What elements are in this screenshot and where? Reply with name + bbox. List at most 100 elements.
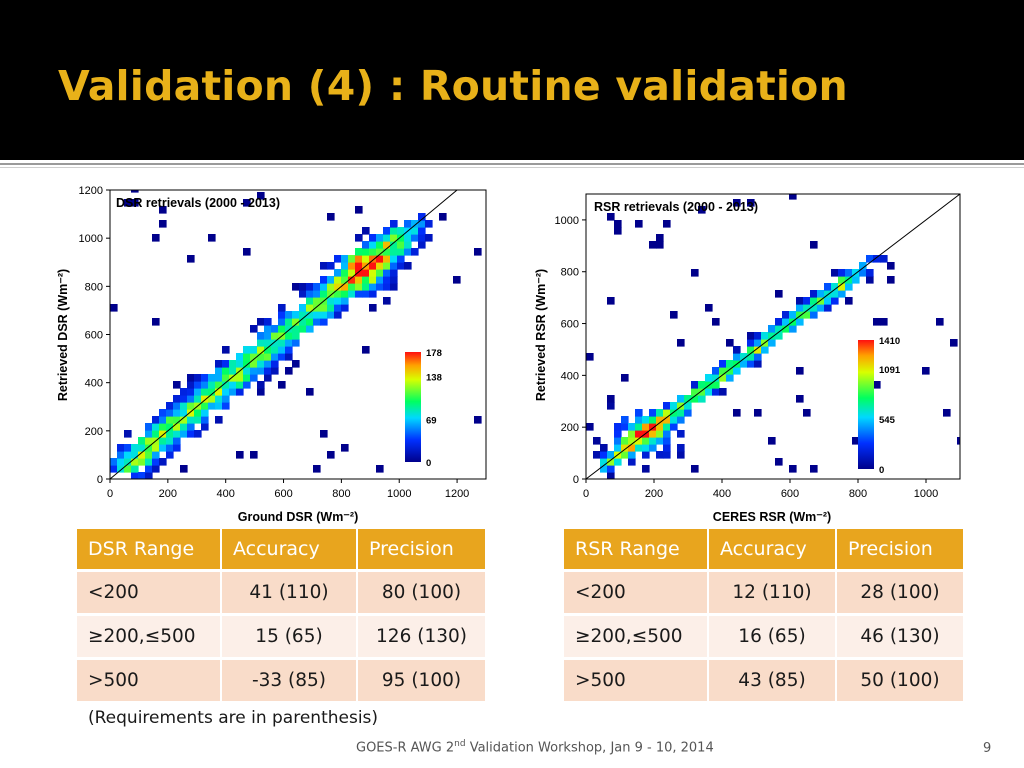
density-cell <box>796 318 804 326</box>
density-cell <box>677 444 685 452</box>
density-cell <box>691 381 699 389</box>
density-cell <box>698 395 706 403</box>
density-cell <box>313 304 321 312</box>
density-cell <box>320 262 328 270</box>
density-cell <box>656 241 664 249</box>
density-cell <box>733 367 741 375</box>
density-cell <box>299 304 307 312</box>
density-cell <box>299 311 307 319</box>
density-cell <box>138 444 146 452</box>
density-cell <box>159 458 167 466</box>
rsr-x-axis-title: CERES RSR (Wm⁻²) <box>713 510 831 524</box>
table-header: Precision <box>358 529 487 572</box>
density-cell <box>943 409 951 417</box>
density-cell <box>607 395 615 403</box>
density-cell <box>271 346 279 354</box>
density-cell <box>726 367 734 375</box>
density-cell <box>320 430 328 438</box>
density-cell <box>194 416 202 424</box>
density-cell <box>341 444 349 452</box>
density-cell <box>369 304 377 312</box>
density-cell <box>215 395 223 403</box>
density-cell <box>740 360 748 368</box>
density-cell <box>159 444 167 452</box>
density-cell <box>201 402 209 410</box>
density-cell <box>285 325 293 333</box>
density-cell <box>285 367 293 375</box>
x-tick-label: 400 <box>713 488 731 500</box>
density-cell <box>628 444 636 452</box>
x-tick-label: 200 <box>645 488 663 500</box>
density-cell <box>404 234 412 242</box>
density-cell <box>152 416 160 424</box>
density-cell <box>635 437 643 445</box>
range-cell: ≥200,≤500 <box>564 616 709 660</box>
density-cell <box>243 367 251 375</box>
density-cell <box>320 311 328 319</box>
density-cell <box>236 353 244 361</box>
density-cell <box>180 395 188 403</box>
density-cell <box>691 269 699 277</box>
density-cell <box>187 416 195 424</box>
y-tick-label: 200 <box>561 422 579 434</box>
density-cell <box>257 353 265 361</box>
density-cell <box>404 241 412 249</box>
density-cell <box>222 395 230 403</box>
density-cell <box>257 388 265 396</box>
density-cell <box>362 269 370 277</box>
density-cell <box>166 444 174 452</box>
density-cell <box>278 304 286 312</box>
density-cell <box>369 241 377 249</box>
density-cell <box>208 374 216 382</box>
density-cell <box>250 367 258 375</box>
density-cell <box>236 374 244 382</box>
density-cell <box>404 248 412 256</box>
density-cell <box>369 290 377 298</box>
density-cell <box>355 262 363 270</box>
density-cell <box>845 297 853 305</box>
density-cell <box>341 262 349 270</box>
density-cell <box>355 255 363 263</box>
density-cell <box>621 423 629 431</box>
precision-cell: 95 (100) <box>358 660 487 704</box>
density-cell <box>229 367 237 375</box>
density-cell <box>362 227 370 235</box>
x-tick-label: 1000 <box>387 488 411 500</box>
density-cell <box>866 255 874 263</box>
density-cell <box>369 255 377 263</box>
colorbar-label: 1410 <box>879 336 900 347</box>
density-cell <box>348 290 356 298</box>
density-cell <box>369 269 377 277</box>
density-cell <box>110 465 118 473</box>
density-cell <box>376 241 384 249</box>
density-cell <box>264 374 272 382</box>
density-cell <box>222 360 230 368</box>
density-cell <box>663 444 671 452</box>
density-cell <box>180 402 188 410</box>
table-header: RSR Range <box>564 529 709 572</box>
density-cell <box>642 444 650 452</box>
density-cell <box>194 430 202 438</box>
density-cell <box>768 332 776 340</box>
density-cell <box>271 353 279 361</box>
density-cell <box>663 416 671 424</box>
density-cell <box>341 297 349 305</box>
density-cell <box>299 290 307 298</box>
density-cell <box>194 395 202 403</box>
density-cell <box>250 360 258 368</box>
density-cell <box>719 388 727 396</box>
x-tick-label: 600 <box>781 488 799 500</box>
divider-line-thin <box>0 167 1024 168</box>
density-cell <box>173 423 181 431</box>
density-cell <box>642 451 650 459</box>
density-cell <box>866 276 874 284</box>
density-cell <box>677 395 685 403</box>
density-cell <box>404 220 412 228</box>
density-cell <box>187 374 195 382</box>
density-cell <box>236 451 244 459</box>
density-cell <box>229 360 237 368</box>
density-cell <box>341 269 349 277</box>
density-cell <box>278 381 286 389</box>
density-cell <box>145 423 153 431</box>
density-cell <box>747 199 755 207</box>
